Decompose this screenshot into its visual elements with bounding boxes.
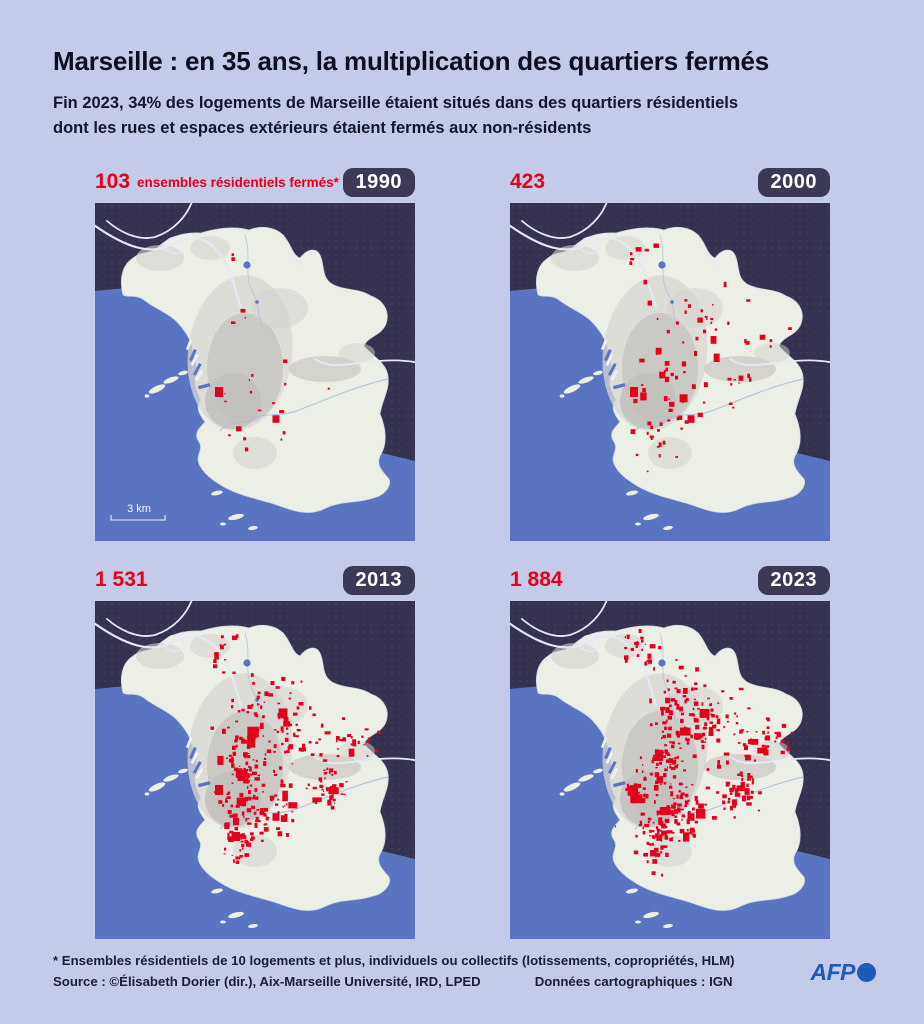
- panel-2023: 1 884 2023: [510, 563, 830, 939]
- count-2013: 1 531: [95, 568, 148, 591]
- panel-2013: 1 531 2013: [95, 563, 415, 939]
- source-credit: Source : ©Élisabeth Dorier (dir.), Aix-M…: [53, 974, 481, 989]
- year-badge-1990: 1990: [342, 167, 415, 197]
- afp-logo-globe-icon: [857, 963, 876, 982]
- footer: * Ensembles résidentiels de 10 logements…: [53, 952, 876, 989]
- panel-header-2000: 423 2000: [510, 165, 830, 199]
- count-2023: 1 884: [510, 568, 563, 591]
- map-2023: [510, 601, 830, 939]
- panel-header-2023: 1 884 2023: [510, 563, 830, 597]
- page-subtitle: Fin 2023, 34% des logements de Marseille…: [53, 91, 884, 141]
- gated-areas-layer-1990: [215, 253, 330, 452]
- afp-logo: AFP: [810, 959, 876, 986]
- subtitle-line-2: dont les rues et espaces extérieurs étai…: [53, 119, 592, 137]
- year-badge-2023: 2023: [757, 565, 830, 595]
- map-2013: [95, 601, 415, 939]
- page-title: Marseille : en 35 ans, la multiplication…: [53, 46, 770, 76]
- panel-2000: 423 2000: [510, 165, 830, 541]
- map-grid: 103 ensembles résidentiels fermés* 1990 …: [95, 165, 924, 939]
- source-row: Source : ©Élisabeth Dorier (dir.), Aix-M…: [53, 974, 876, 989]
- panel-1990: 103 ensembles résidentiels fermés* 1990 …: [95, 165, 415, 541]
- scale-bar: 3 km: [110, 503, 166, 521]
- cartography-credit: Données cartographiques : IGN: [534, 974, 733, 989]
- map-2000: [510, 203, 830, 541]
- count-1990: 103: [95, 170, 131, 193]
- count-legend-label: ensembles résidentiels fermés*: [137, 174, 339, 190]
- subtitle-line-1: Fin 2023, 34% des logements de Marseille…: [53, 94, 739, 112]
- afp-logo-text: AFP: [810, 959, 856, 985]
- gated-areas-layer-2023: [614, 629, 794, 877]
- year-badge-2013: 2013: [342, 565, 415, 595]
- footnote: * Ensembles résidentiels de 10 logements…: [53, 953, 735, 968]
- map-1990: 3 km: [95, 203, 415, 541]
- gated-areas-layer-2000: [629, 243, 792, 473]
- count-2000: 423: [510, 170, 546, 193]
- year-badge-2000: 2000: [757, 167, 830, 197]
- panel-header-1990: 103 ensembles résidentiels fermés* 1990: [95, 165, 415, 199]
- panel-header-2013: 1 531 2013: [95, 563, 415, 597]
- gated-areas-layer-2013: [210, 634, 381, 864]
- scale-bar-label: 3 km: [127, 503, 151, 515]
